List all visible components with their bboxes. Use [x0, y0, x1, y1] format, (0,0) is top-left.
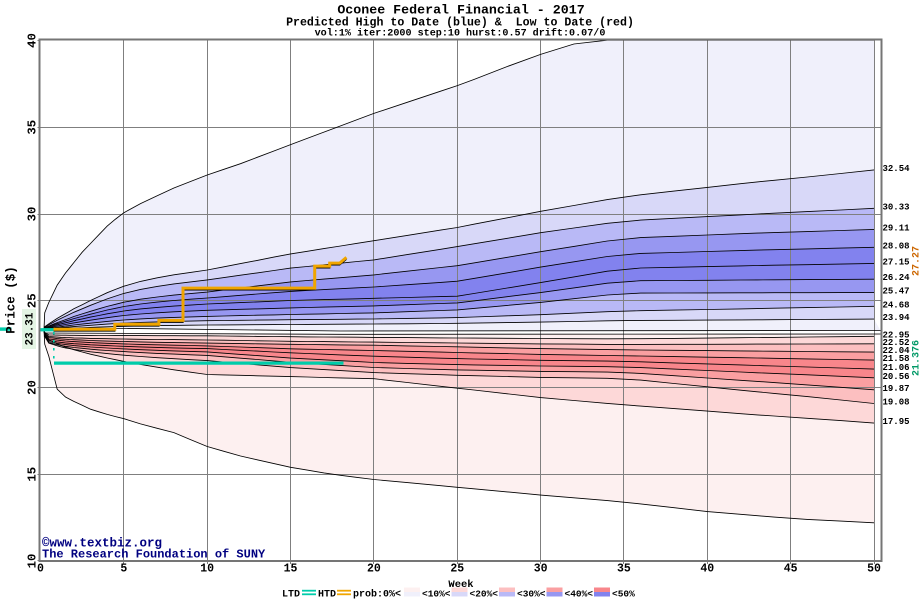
svg-text:35: 35	[617, 563, 631, 576]
svg-text:40: 40	[700, 563, 714, 576]
svg-text:<50%: <50%	[612, 589, 635, 600]
svg-text:prob:0%<: prob:0%<	[353, 589, 401, 600]
svg-text:15: 15	[284, 563, 298, 576]
svg-text:10: 10	[26, 554, 40, 569]
svg-text:35: 35	[26, 120, 40, 135]
svg-text:24.68: 24.68	[883, 300, 910, 310]
svg-text:22.04: 22.04	[883, 346, 911, 356]
svg-text:©www.textbiz.org: ©www.textbiz.org	[42, 536, 162, 550]
svg-text:0: 0	[37, 563, 44, 576]
svg-text:45: 45	[784, 563, 798, 576]
svg-text:20: 20	[26, 380, 40, 395]
svg-text:30: 30	[26, 207, 40, 222]
svg-text:22.95: 22.95	[883, 330, 910, 340]
svg-text:27.27: 27.27	[912, 246, 920, 276]
svg-text:17.95: 17.95	[883, 417, 910, 427]
svg-text:25: 25	[26, 293, 40, 308]
svg-text:The Research Foundation of SUN: The Research Foundation of SUNY	[42, 548, 266, 562]
svg-text:21.376: 21.376	[912, 340, 920, 376]
svg-text:<40%<: <40%<	[565, 589, 594, 600]
svg-text:<10%<: <10%<	[422, 589, 451, 600]
svg-text:Predicted High to Date (blue): Predicted High to Date (blue) & Low to D…	[286, 16, 634, 29]
svg-text:<30%<: <30%<	[517, 589, 546, 600]
svg-text:20: 20	[367, 563, 381, 576]
svg-text:23.31: 23.31	[25, 312, 37, 345]
svg-text:Oconee Federal Financial - 201: Oconee Federal Financial - 2017	[337, 3, 584, 18]
svg-text:Price ($): Price ($)	[5, 266, 19, 334]
svg-text:32.54: 32.54	[883, 164, 911, 174]
svg-text:19.87: 19.87	[883, 384, 910, 394]
svg-text:25: 25	[450, 563, 464, 576]
svg-text:30.33: 30.33	[883, 202, 910, 212]
svg-text:50: 50	[867, 563, 881, 576]
svg-text:15: 15	[26, 467, 40, 482]
svg-text:5: 5	[120, 563, 127, 576]
svg-text:22.52: 22.52	[883, 338, 910, 348]
svg-text:<20%<: <20%<	[470, 589, 499, 600]
svg-text:29.11: 29.11	[883, 223, 911, 233]
svg-text:HTD: HTD	[318, 590, 336, 600]
svg-text:vol:1% iter:2000 step:10 hurst: vol:1% iter:2000 step:10 hurst:0.57 drif…	[315, 27, 606, 39]
svg-text:21.06: 21.06	[883, 363, 910, 373]
svg-text:25.47: 25.47	[883, 287, 910, 297]
svg-text:LTD: LTD	[282, 590, 300, 600]
svg-text:23.94: 23.94	[883, 313, 911, 323]
svg-text:30: 30	[534, 563, 548, 576]
svg-text:28.08: 28.08	[883, 241, 910, 251]
svg-text:19.08: 19.08	[883, 397, 910, 407]
svg-text:26.24: 26.24	[883, 273, 911, 283]
svg-text:10: 10	[200, 563, 214, 576]
svg-text:20.56: 20.56	[883, 372, 910, 382]
svg-text:27.15: 27.15	[883, 257, 910, 267]
svg-text:21.58: 21.58	[883, 354, 910, 364]
svg-text:40: 40	[26, 33, 40, 48]
